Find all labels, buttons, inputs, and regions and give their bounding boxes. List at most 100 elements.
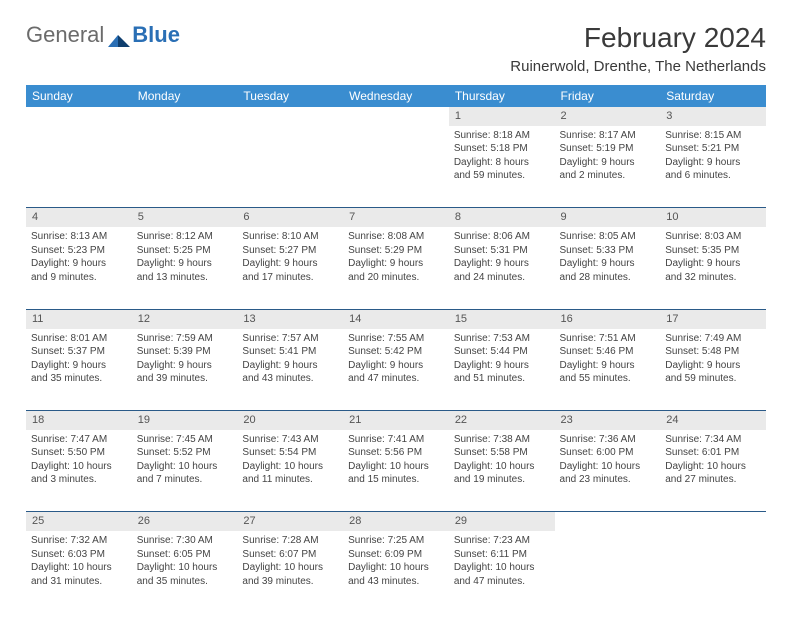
weekday-header: Sunday bbox=[26, 85, 132, 107]
sunrise-text: Sunrise: 8:17 AM bbox=[560, 129, 656, 143]
sunrise-text: Sunrise: 7:32 AM bbox=[31, 534, 127, 548]
sunset-text: Sunset: 6:11 PM bbox=[454, 548, 550, 562]
daylight-text-1: Daylight: 10 hours bbox=[31, 460, 127, 474]
day-number-cell: 17 bbox=[660, 309, 766, 328]
sunrise-text: Sunrise: 7:59 AM bbox=[137, 332, 233, 346]
day-info-cell: Sunrise: 7:34 AMSunset: 6:01 PMDaylight:… bbox=[660, 430, 766, 512]
day-info-cell: Sunrise: 7:45 AMSunset: 5:52 PMDaylight:… bbox=[132, 430, 238, 512]
month-title: February 2024 bbox=[510, 22, 766, 54]
sunset-text: Sunset: 5:42 PM bbox=[348, 345, 444, 359]
daylight-text-2: and 51 minutes. bbox=[454, 372, 550, 386]
day-info-cell bbox=[26, 126, 132, 208]
day-number-cell: 21 bbox=[343, 411, 449, 430]
sunset-text: Sunset: 6:03 PM bbox=[31, 548, 127, 562]
sunset-text: Sunset: 5:44 PM bbox=[454, 345, 550, 359]
sunset-text: Sunset: 6:09 PM bbox=[348, 548, 444, 562]
day-info-cell: Sunrise: 8:01 AMSunset: 5:37 PMDaylight:… bbox=[26, 329, 132, 411]
daylight-text-2: and 47 minutes. bbox=[348, 372, 444, 386]
sunset-text: Sunset: 5:29 PM bbox=[348, 244, 444, 258]
daylight-text-2: and 35 minutes. bbox=[137, 575, 233, 589]
day-number-cell: 8 bbox=[449, 208, 555, 227]
sunset-text: Sunset: 5:52 PM bbox=[137, 446, 233, 460]
weekday-header: Tuesday bbox=[237, 85, 343, 107]
daylight-text-1: Daylight: 9 hours bbox=[31, 257, 127, 271]
daylight-text-1: Daylight: 10 hours bbox=[454, 460, 550, 474]
day-number-cell: 16 bbox=[555, 309, 661, 328]
day-info-row: Sunrise: 8:13 AMSunset: 5:23 PMDaylight:… bbox=[26, 227, 766, 309]
day-number-cell: 18 bbox=[26, 411, 132, 430]
sunrise-text: Sunrise: 7:43 AM bbox=[242, 433, 338, 447]
sunrise-text: Sunrise: 7:25 AM bbox=[348, 534, 444, 548]
day-number-cell: 2 bbox=[555, 107, 661, 126]
day-info-cell bbox=[132, 126, 238, 208]
day-number-cell: 11 bbox=[26, 309, 132, 328]
daylight-text-1: Daylight: 10 hours bbox=[242, 460, 338, 474]
day-number-row: 11121314151617 bbox=[26, 309, 766, 328]
day-number-cell: 3 bbox=[660, 107, 766, 126]
weekday-header: Wednesday bbox=[343, 85, 449, 107]
calendar-table: SundayMondayTuesdayWednesdayThursdayFrid… bbox=[26, 85, 766, 613]
sunrise-text: Sunrise: 8:08 AM bbox=[348, 230, 444, 244]
day-info-cell: Sunrise: 8:08 AMSunset: 5:29 PMDaylight:… bbox=[343, 227, 449, 309]
logo-mark-icon bbox=[108, 27, 130, 43]
day-number-cell: 25 bbox=[26, 512, 132, 531]
day-number-cell: 4 bbox=[26, 208, 132, 227]
daylight-text-2: and 39 minutes. bbox=[137, 372, 233, 386]
daylight-text-1: Daylight: 10 hours bbox=[348, 460, 444, 474]
day-info-cell: Sunrise: 8:15 AMSunset: 5:21 PMDaylight:… bbox=[660, 126, 766, 208]
logo: General Blue bbox=[26, 22, 180, 48]
day-info-cell: Sunrise: 7:43 AMSunset: 5:54 PMDaylight:… bbox=[237, 430, 343, 512]
daylight-text-1: Daylight: 9 hours bbox=[348, 257, 444, 271]
daylight-text-1: Daylight: 10 hours bbox=[31, 561, 127, 575]
daylight-text-1: Daylight: 8 hours bbox=[454, 156, 550, 170]
sunset-text: Sunset: 5:56 PM bbox=[348, 446, 444, 460]
sunrise-text: Sunrise: 7:38 AM bbox=[454, 433, 550, 447]
day-number-row: 18192021222324 bbox=[26, 411, 766, 430]
day-number-cell: 9 bbox=[555, 208, 661, 227]
day-number-cell: 27 bbox=[237, 512, 343, 531]
sunset-text: Sunset: 5:19 PM bbox=[560, 142, 656, 156]
sunrise-text: Sunrise: 8:18 AM bbox=[454, 129, 550, 143]
day-info-cell: Sunrise: 8:18 AMSunset: 5:18 PMDaylight:… bbox=[449, 126, 555, 208]
title-block: February 2024 Ruinerwold, Drenthe, The N… bbox=[510, 22, 766, 75]
day-info-cell: Sunrise: 7:41 AMSunset: 5:56 PMDaylight:… bbox=[343, 430, 449, 512]
sunrise-text: Sunrise: 8:03 AM bbox=[665, 230, 761, 244]
weekday-header: Friday bbox=[555, 85, 661, 107]
sunset-text: Sunset: 5:46 PM bbox=[560, 345, 656, 359]
day-info-cell: Sunrise: 7:57 AMSunset: 5:41 PMDaylight:… bbox=[237, 329, 343, 411]
day-number-cell: 6 bbox=[237, 208, 343, 227]
daylight-text-1: Daylight: 9 hours bbox=[242, 359, 338, 373]
daylight-text-2: and 59 minutes. bbox=[665, 372, 761, 386]
daylight-text-2: and 23 minutes. bbox=[560, 473, 656, 487]
day-number-cell: 10 bbox=[660, 208, 766, 227]
daylight-text-1: Daylight: 10 hours bbox=[560, 460, 656, 474]
day-info-cell: Sunrise: 8:10 AMSunset: 5:27 PMDaylight:… bbox=[237, 227, 343, 309]
day-info-cell bbox=[237, 126, 343, 208]
daylight-text-1: Daylight: 10 hours bbox=[348, 561, 444, 575]
daylight-text-1: Daylight: 9 hours bbox=[31, 359, 127, 373]
day-info-cell: Sunrise: 7:51 AMSunset: 5:46 PMDaylight:… bbox=[555, 329, 661, 411]
day-info-cell: Sunrise: 7:47 AMSunset: 5:50 PMDaylight:… bbox=[26, 430, 132, 512]
sunrise-text: Sunrise: 7:51 AM bbox=[560, 332, 656, 346]
day-number-cell: 5 bbox=[132, 208, 238, 227]
day-number-cell bbox=[237, 107, 343, 126]
daylight-text-2: and 43 minutes. bbox=[242, 372, 338, 386]
day-info-cell: Sunrise: 7:59 AMSunset: 5:39 PMDaylight:… bbox=[132, 329, 238, 411]
daylight-text-1: Daylight: 10 hours bbox=[137, 561, 233, 575]
daylight-text-2: and 35 minutes. bbox=[31, 372, 127, 386]
daylight-text-2: and 32 minutes. bbox=[665, 271, 761, 285]
day-number-cell: 23 bbox=[555, 411, 661, 430]
daylight-text-2: and 19 minutes. bbox=[454, 473, 550, 487]
sunrise-text: Sunrise: 7:34 AM bbox=[665, 433, 761, 447]
header: General Blue February 2024 Ruinerwold, D… bbox=[26, 22, 766, 75]
daylight-text-2: and 11 minutes. bbox=[242, 473, 338, 487]
day-number-cell bbox=[132, 107, 238, 126]
daylight-text-1: Daylight: 9 hours bbox=[665, 359, 761, 373]
day-info-cell: Sunrise: 8:03 AMSunset: 5:35 PMDaylight:… bbox=[660, 227, 766, 309]
day-number-cell bbox=[660, 512, 766, 531]
sunset-text: Sunset: 5:58 PM bbox=[454, 446, 550, 460]
sunrise-text: Sunrise: 7:53 AM bbox=[454, 332, 550, 346]
day-info-row: Sunrise: 8:18 AMSunset: 5:18 PMDaylight:… bbox=[26, 126, 766, 208]
sunset-text: Sunset: 5:23 PM bbox=[31, 244, 127, 258]
day-info-cell: Sunrise: 7:55 AMSunset: 5:42 PMDaylight:… bbox=[343, 329, 449, 411]
